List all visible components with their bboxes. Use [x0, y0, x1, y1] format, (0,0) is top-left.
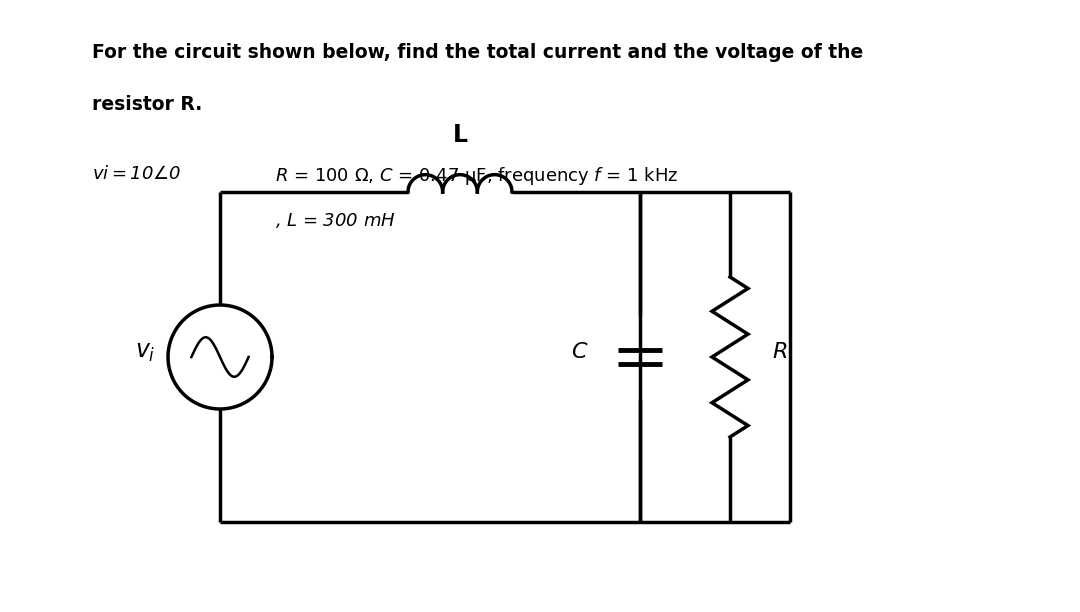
Text: $C$: $C$: [571, 342, 589, 362]
Text: resistor R.: resistor R.: [92, 95, 202, 114]
Text: For the circuit shown below, find the total current and the voltage of the: For the circuit shown below, find the to…: [92, 43, 863, 62]
Text: $\mathbf{L}$: $\mathbf{L}$: [451, 122, 469, 147]
Text: $\boldsymbol{v_i}$: $\boldsymbol{v_i}$: [135, 340, 156, 364]
Text: $R$ = 100 Ω, $C$ = 0.47 μF, frequency $f$ = 1 kHz: $R$ = 100 Ω, $C$ = 0.47 μF, frequency $f…: [275, 165, 679, 187]
Text: $R$: $R$: [772, 342, 787, 362]
Text: vi$=$10$\angle$0: vi$=$10$\angle$0: [92, 165, 181, 183]
Text: , $L$ = 300 mH: , $L$ = 300 mH: [275, 211, 396, 230]
